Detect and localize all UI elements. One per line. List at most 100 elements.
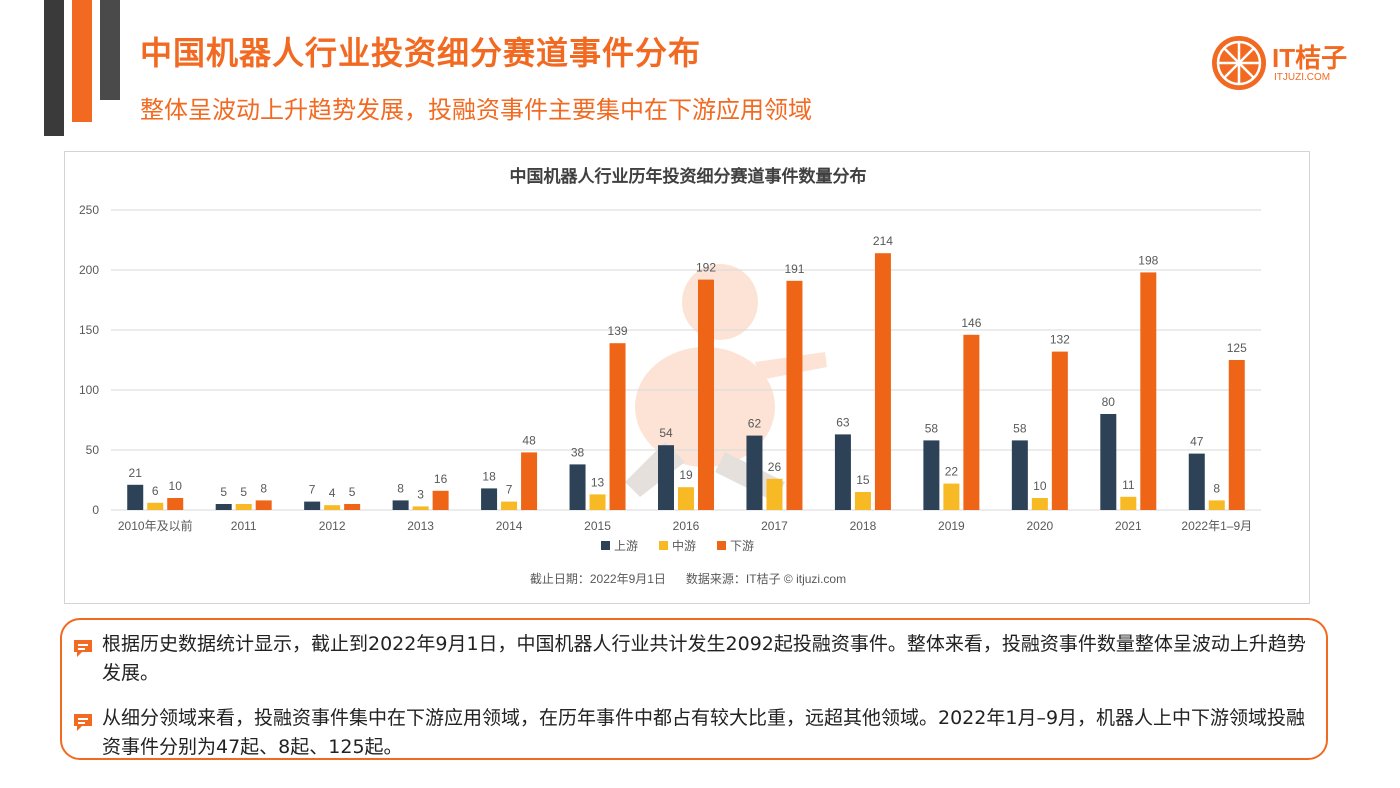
data-label: 4 bbox=[329, 486, 336, 500]
note-segments: 从细分领域来看，投融资事件集中在下游应用领域，在历年事件中都占有较大比重，远超其… bbox=[102, 707, 1306, 758]
data-label: 192 bbox=[696, 261, 716, 275]
chart-title: 中国机器人行业历年投资细分赛道事件数量分布 bbox=[510, 166, 867, 186]
legend-label: 上游 bbox=[614, 539, 638, 553]
bar-midstream bbox=[766, 478, 783, 510]
data-label: 47 bbox=[1190, 435, 1204, 449]
decor-bar-dark bbox=[44, 0, 64, 136]
data-label: 26 bbox=[768, 460, 782, 474]
data-label: 13 bbox=[591, 475, 605, 489]
legend-label: 中游 bbox=[672, 538, 696, 553]
bar-chart: 中国机器人行业历年投资细分赛道事件数量分布 0 50 100 150 200 250 2010… bbox=[79, 166, 1261, 586]
data-label: 139 bbox=[608, 324, 628, 338]
bar-midstream bbox=[943, 483, 960, 510]
bar-downstream bbox=[167, 498, 184, 510]
bar-midstream bbox=[324, 505, 341, 510]
bar-midstream bbox=[235, 504, 252, 510]
chart-footnote: 截止日期：2022年9月1日 数据来源：IT桔子 © itjuzi.com bbox=[530, 571, 846, 586]
bar-upstream bbox=[1011, 440, 1028, 510]
legend-swatch bbox=[659, 541, 668, 550]
data-label: 54 bbox=[659, 426, 673, 440]
bar-downstream bbox=[963, 334, 980, 510]
bar-midstream bbox=[1120, 496, 1137, 510]
x-tick-label: 2016 bbox=[673, 519, 700, 533]
data-label: 7 bbox=[506, 483, 513, 497]
notes-box: 根据历史数据统计显示，截止到2022年9月1日，中国机器人行业共计发生2092起… bbox=[60, 618, 1328, 760]
data-label: 58 bbox=[925, 421, 939, 435]
data-label: 18 bbox=[482, 469, 496, 483]
decor-bar-orange bbox=[72, 0, 92, 122]
data-label: 19 bbox=[679, 468, 693, 482]
bar-downstream bbox=[698, 279, 714, 510]
bar-downstream bbox=[432, 490, 449, 510]
bar-upstream bbox=[923, 440, 940, 510]
data-label: 5 bbox=[240, 485, 247, 499]
bar-upstream bbox=[569, 464, 586, 510]
data-label: 8 bbox=[1213, 481, 1220, 495]
page-title: 中国机器人行业投资细分赛道事件分布 bbox=[140, 34, 702, 72]
bar-downstream bbox=[344, 504, 361, 510]
bar-downstream bbox=[1140, 272, 1157, 510]
bar-downstream bbox=[609, 343, 626, 510]
bar-upstream bbox=[481, 488, 498, 510]
data-label: 21 bbox=[129, 466, 143, 480]
data-label: 22 bbox=[945, 465, 959, 479]
y-tick-label: 50 bbox=[86, 443, 100, 457]
bar-downstream bbox=[786, 280, 803, 510]
y-tick-label: 100 bbox=[79, 383, 99, 397]
bar-midstream bbox=[501, 501, 518, 510]
x-tick-label: 2019 bbox=[938, 519, 965, 533]
bar-midstream bbox=[412, 506, 429, 510]
x-tick-label: 2021 bbox=[1115, 519, 1142, 533]
bar-midstream bbox=[589, 494, 606, 510]
page-subtitle: 整体呈波动上升趋势发展，投融资事件主要集中在下游应用领域 bbox=[140, 96, 812, 124]
bar-upstream bbox=[1100, 414, 1117, 510]
data-label: 198 bbox=[1138, 253, 1158, 267]
itjuzi-logo: IT桔子 ITJUZI.COM bbox=[1212, 36, 1362, 92]
legend-swatch bbox=[601, 541, 610, 550]
data-label: 191 bbox=[784, 262, 804, 276]
data-label: 132 bbox=[1050, 333, 1070, 347]
data-label: 62 bbox=[748, 417, 762, 431]
data-label: 63 bbox=[836, 415, 850, 429]
decor-bar-gray bbox=[100, 0, 120, 100]
data-label: 38 bbox=[571, 445, 585, 459]
x-tick-label: 2012 bbox=[319, 519, 346, 533]
x-tick-label: 2011 bbox=[231, 519, 257, 533]
speech-bubble-icon bbox=[74, 714, 92, 731]
y-tick-label: 250 bbox=[79, 203, 99, 217]
data-label: 10 bbox=[1033, 479, 1047, 493]
x-tick-label: 2010年及以前 bbox=[118, 518, 193, 533]
x-tick-label: 2020 bbox=[1026, 519, 1053, 533]
data-label: 8 bbox=[260, 481, 267, 495]
data-label: 11 bbox=[1122, 478, 1135, 492]
data-label: 5 bbox=[220, 485, 227, 499]
x-tick-label: 2018 bbox=[850, 519, 877, 533]
bar-midstream bbox=[147, 502, 164, 510]
data-label: 125 bbox=[1227, 341, 1247, 355]
logo-text: IT桔子 bbox=[1272, 43, 1348, 73]
data-label: 58 bbox=[1013, 421, 1027, 435]
speech-bubble-icon bbox=[74, 640, 92, 657]
legend-swatch bbox=[717, 541, 726, 550]
bar-upstream bbox=[304, 501, 321, 510]
legend-label: 下游 bbox=[730, 539, 754, 553]
bar-midstream bbox=[854, 492, 871, 510]
bar-upstream bbox=[1188, 453, 1205, 510]
data-label: 48 bbox=[522, 433, 536, 447]
bar-upstream bbox=[215, 504, 232, 510]
x-tick-label: 2022年1–9月 bbox=[1181, 519, 1252, 533]
x-tick-label: 2017 bbox=[761, 519, 788, 533]
bar-downstream bbox=[1228, 360, 1245, 510]
data-label: 80 bbox=[1102, 395, 1116, 409]
y-tick-label: 0 bbox=[92, 503, 99, 517]
bar-midstream bbox=[678, 487, 694, 510]
data-label: 7 bbox=[309, 483, 316, 497]
bar-midstream bbox=[1031, 498, 1048, 510]
chart-panel: 中国机器人行业历年投资细分赛道事件数量分布 0 50 100 150 200 250 2010… bbox=[64, 151, 1310, 604]
bar-upstream bbox=[127, 484, 144, 510]
data-label: 16 bbox=[434, 472, 448, 486]
logo-subtext: ITJUZI.COM bbox=[1274, 72, 1331, 83]
bar-upstream bbox=[834, 434, 851, 510]
data-label: 6 bbox=[152, 484, 159, 498]
bar-upstream bbox=[658, 445, 674, 510]
